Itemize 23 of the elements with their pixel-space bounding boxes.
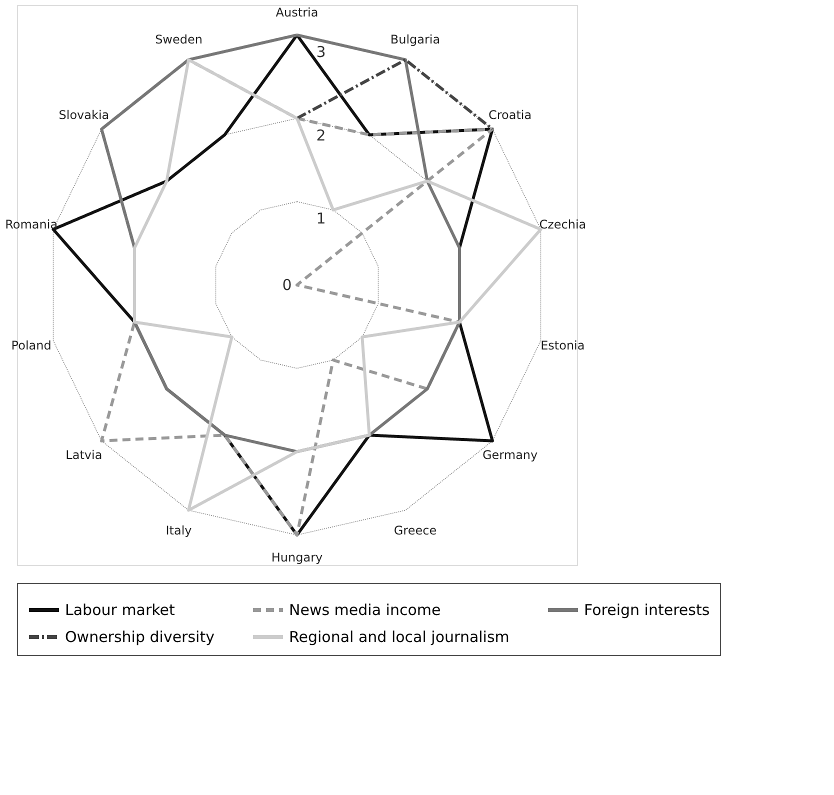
spoke-label: Greece — [394, 524, 437, 538]
spoke-label: Austria — [276, 6, 318, 20]
legend-label: News media income — [289, 601, 441, 619]
legend-label: Ownership diversity — [65, 628, 215, 646]
legend-label: Regional and local journalism — [289, 628, 510, 646]
y-tick-label: 3 — [316, 43, 326, 61]
spoke-label: Estonia — [540, 338, 585, 353]
spoke-label: Poland — [11, 338, 52, 353]
spoke-label: Sweden — [155, 32, 202, 46]
spoke-label: Croatia — [488, 108, 532, 122]
y-tick-label: 1 — [316, 210, 326, 228]
legend-label: Labour market — [65, 601, 176, 619]
spoke-label: Slovakia — [58, 108, 110, 122]
spoke-label: Bulgaria — [390, 32, 440, 46]
spoke-label: Hungary — [271, 550, 323, 564]
spoke-label: Italy — [166, 524, 192, 538]
spoke-label: Czechia — [539, 217, 586, 232]
spoke-label: Latvia — [66, 448, 102, 462]
spoke-label: Germany — [482, 448, 538, 462]
y-tick-label: 2 — [316, 126, 326, 144]
spoke-label: Romania — [5, 217, 58, 232]
y-tick-label: 0 — [282, 276, 292, 294]
legend-label: Foreign interests — [584, 601, 710, 619]
